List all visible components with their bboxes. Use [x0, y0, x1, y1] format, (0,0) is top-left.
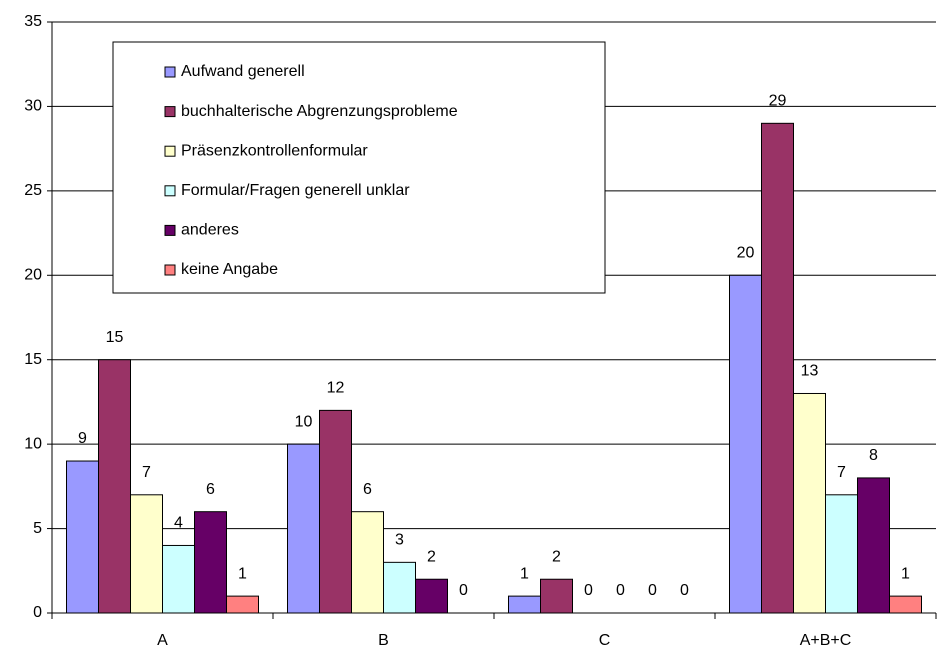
- bar: [793, 392, 826, 614]
- legend-label: anderes: [181, 222, 239, 239]
- data-label: 2: [552, 548, 561, 565]
- bar: [130, 494, 163, 614]
- y-tick-label: 25: [24, 182, 42, 199]
- data-label: 6: [363, 481, 372, 498]
- bar: [825, 494, 858, 614]
- data-label: 2: [427, 548, 436, 565]
- data-label: 7: [837, 464, 846, 481]
- bar: [415, 578, 448, 614]
- legend-swatch: [164, 66, 176, 78]
- bar: [761, 122, 794, 614]
- y-tick-label: 10: [24, 435, 42, 452]
- legend-label: Präsenzkontrollenformular: [181, 142, 368, 159]
- bar: [540, 578, 573, 614]
- data-label: 13: [801, 363, 819, 380]
- data-label: 6: [206, 481, 215, 498]
- y-tick-label: 5: [33, 520, 42, 537]
- x-tick-label: B: [378, 632, 389, 649]
- legend-swatch: [164, 145, 176, 157]
- bar: [287, 443, 320, 614]
- data-label: 12: [327, 380, 345, 397]
- legend-label: keine Angabe: [181, 261, 278, 278]
- data-label: 0: [459, 582, 468, 599]
- data-label: 7: [142, 464, 151, 481]
- data-label: 1: [901, 565, 910, 582]
- x-tick-label: A+B+C: [800, 632, 852, 649]
- data-label: 1: [520, 565, 529, 582]
- data-label: 0: [584, 582, 593, 599]
- legend-swatch: [164, 185, 176, 197]
- data-label: 15: [106, 329, 124, 346]
- data-label: 9: [78, 430, 87, 447]
- y-tick-label: 0: [33, 604, 42, 621]
- legend-swatch: [164, 224, 176, 236]
- bar: [226, 595, 259, 614]
- legend-swatch: [164, 106, 176, 118]
- x-tick-label: A: [157, 632, 168, 649]
- bar: [98, 359, 131, 614]
- data-label: 8: [869, 447, 878, 464]
- bar: [889, 595, 922, 614]
- y-tick-label: 35: [24, 13, 42, 30]
- bar: [319, 409, 352, 614]
- bar: [162, 544, 195, 614]
- data-label: 0: [616, 582, 625, 599]
- bar: [857, 477, 890, 614]
- x-tick-label: C: [599, 632, 611, 649]
- y-tick-label: 15: [24, 351, 42, 368]
- data-label: 20: [737, 245, 755, 262]
- data-label: 3: [395, 532, 404, 549]
- legend-label: buchhalterische Abgrenzungsprobleme: [181, 103, 458, 120]
- y-tick-label: 30: [24, 98, 42, 115]
- legend-box: [112, 41, 606, 294]
- legend-swatch: [164, 264, 176, 276]
- y-tick-label: 20: [24, 267, 42, 284]
- data-label: 4: [174, 515, 183, 532]
- legend-label: Aufwand generell: [181, 63, 305, 80]
- bar: [66, 460, 99, 614]
- legend-label: Formular/Fragen generell unklar: [181, 182, 410, 199]
- data-label: 0: [680, 582, 689, 599]
- data-label: 0: [648, 582, 657, 599]
- bar: [383, 561, 416, 614]
- data-label: 1: [238, 565, 247, 582]
- bar: [194, 511, 227, 614]
- bar: [729, 274, 762, 614]
- data-label: 10: [295, 413, 313, 430]
- bar: [508, 595, 541, 614]
- bar: [351, 511, 384, 614]
- data-label: 29: [769, 93, 787, 110]
